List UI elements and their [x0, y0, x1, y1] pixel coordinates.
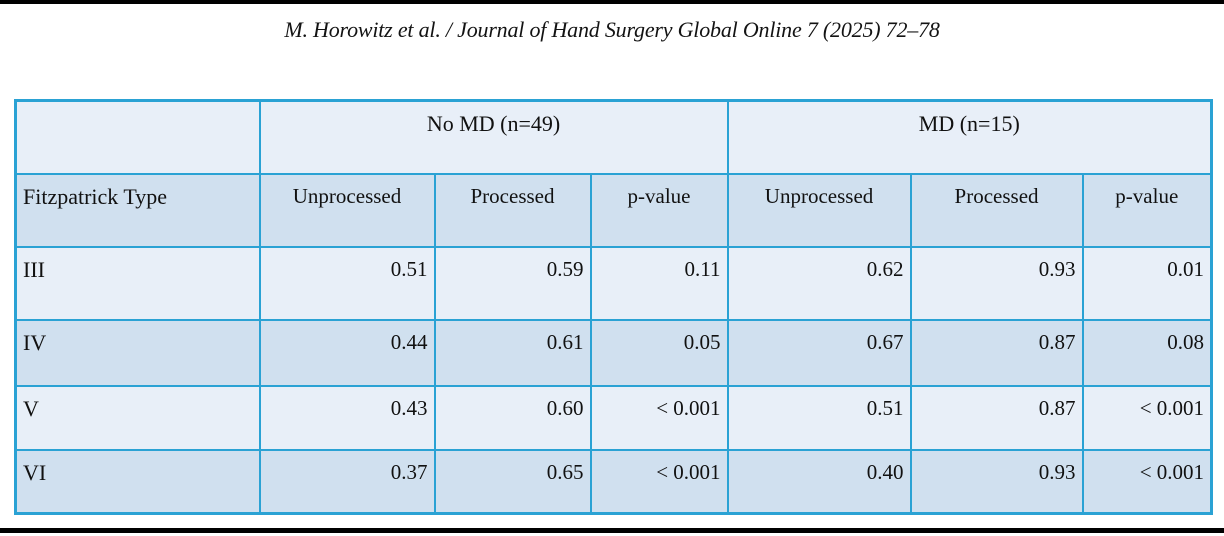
- table-row-iv: IV 0.44 0.61 0.05 0.67 0.87 0.08: [14, 318, 1213, 387]
- row-label-iv: IV: [14, 318, 261, 387]
- value-cell: < 0.001: [589, 448, 729, 515]
- value-cell: 0.87: [909, 318, 1084, 387]
- group-header-row: No MD (n=49) MD (n=15): [14, 99, 1213, 175]
- value-cell: 0.93: [909, 448, 1084, 515]
- page-top-rule: [0, 0, 1224, 4]
- value-cell: 0.08: [1081, 318, 1213, 387]
- table-row-v: V 0.43 0.60 < 0.001 0.51 0.87 < 0.001: [14, 384, 1213, 451]
- value-cell: < 0.001: [1081, 384, 1213, 451]
- corner-cell: [14, 99, 261, 175]
- column-header-fitzpatrick-type: Fitzpatrick Type: [14, 172, 261, 248]
- table-row-iii: III 0.51 0.59 0.11 0.62 0.93 0.01: [14, 245, 1213, 321]
- value-cell: 0.44: [258, 318, 436, 387]
- table-row-vi: VI 0.37 0.65 < 0.001 0.40 0.93 < 0.001: [14, 448, 1213, 515]
- value-cell: 0.67: [726, 318, 912, 387]
- page-bottom-rule: [0, 528, 1224, 533]
- value-cell: 0.60: [433, 384, 592, 451]
- value-cell: 0.51: [258, 245, 436, 321]
- journal-running-head: M. Horowitz et al. / Journal of Hand Sur…: [284, 17, 940, 42]
- fitzpatrick-results-table: No MD (n=49) MD (n=15) Fitzpatrick Type …: [14, 99, 1214, 515]
- column-header-processed-md: Processed: [909, 172, 1084, 248]
- row-label-vi: VI: [14, 448, 261, 515]
- column-header-p-value-md: p-value: [1081, 172, 1213, 248]
- column-header-p-value-no-md: p-value: [589, 172, 729, 248]
- value-cell: 0.05: [589, 318, 729, 387]
- column-header-unprocessed-md: Unprocessed: [726, 172, 912, 248]
- value-cell: 0.51: [726, 384, 912, 451]
- group-header-no-md: No MD (n=49): [258, 99, 729, 175]
- value-cell: 0.40: [726, 448, 912, 515]
- column-header-processed-no-md: Processed: [433, 172, 592, 248]
- value-cell: 0.11: [589, 245, 729, 321]
- value-cell: 0.65: [433, 448, 592, 515]
- row-label-v: V: [14, 384, 261, 451]
- value-cell: 0.01: [1081, 245, 1213, 321]
- value-cell: 0.37: [258, 448, 436, 515]
- column-header-unprocessed-no-md: Unprocessed: [258, 172, 436, 248]
- value-cell: < 0.001: [589, 384, 729, 451]
- value-cell: 0.59: [433, 245, 592, 321]
- column-header-row: Fitzpatrick Type Unprocessed Processed p…: [14, 172, 1213, 248]
- value-cell: 0.61: [433, 318, 592, 387]
- value-cell: < 0.001: [1081, 448, 1213, 515]
- value-cell: 0.93: [909, 245, 1084, 321]
- row-label-iii: III: [14, 245, 261, 321]
- value-cell: 0.43: [258, 384, 436, 451]
- group-header-md: MD (n=15): [726, 99, 1213, 175]
- value-cell: 0.87: [909, 384, 1084, 451]
- value-cell: 0.62: [726, 245, 912, 321]
